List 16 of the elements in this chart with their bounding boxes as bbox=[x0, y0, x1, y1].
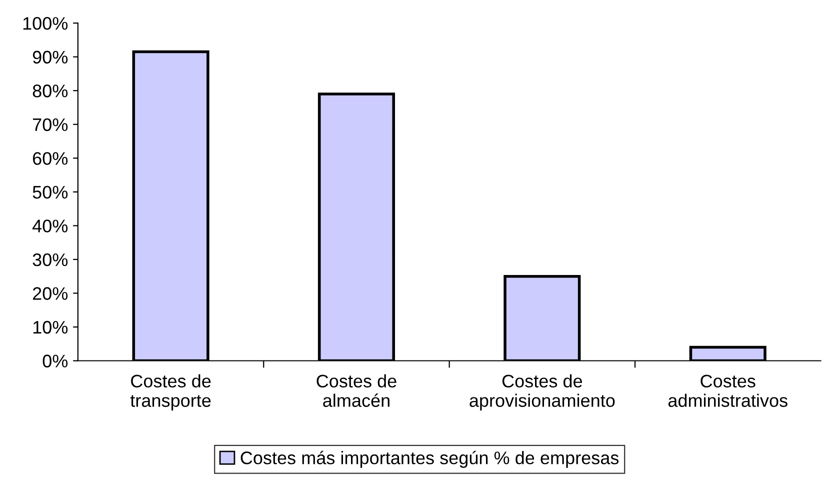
y-tick-label: 20% bbox=[32, 287, 68, 300]
y-tick-label: 10% bbox=[33, 320, 68, 334]
legend-label: Costes más importantes según % de empresas bbox=[240, 450, 619, 468]
y-tick-label: 60% bbox=[32, 152, 68, 165]
x-tick-label: Costes de transporte bbox=[130, 374, 211, 411]
x-tick-label: Costes administrativos bbox=[668, 374, 788, 407]
y-tick-label: 90% bbox=[32, 50, 68, 64]
y-tick-label: 30% bbox=[32, 253, 68, 266]
y-tick-label: 0% bbox=[42, 354, 68, 368]
y-tick-label: 70% bbox=[32, 118, 68, 132]
x-tick-label: Costes de almacén bbox=[316, 374, 396, 407]
y-tick-label: 80% bbox=[32, 84, 68, 98]
y-tick-label: 50% bbox=[32, 186, 68, 199]
x-tick-label: Costes de aprovisionamiento bbox=[470, 374, 615, 411]
y-tick-label: 100% bbox=[23, 17, 68, 30]
y-tick-label: 40% bbox=[32, 220, 68, 232]
